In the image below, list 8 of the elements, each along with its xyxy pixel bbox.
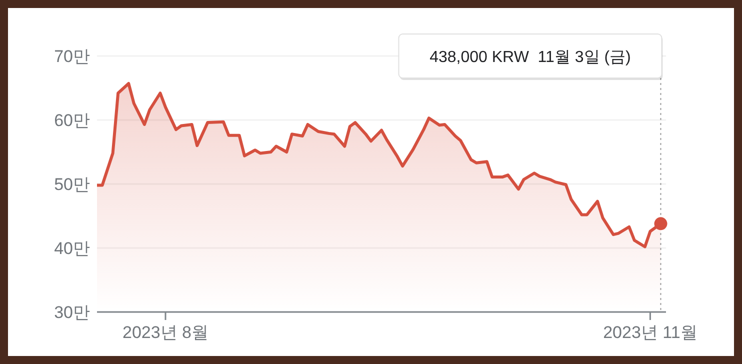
x-tick-label: 2023년 11월 bbox=[603, 323, 698, 342]
annotation: 438,000 KRW 11월 3일 (금) bbox=[430, 49, 631, 66]
y-tick-label: 60만 bbox=[54, 111, 90, 130]
y-tick-label: 30만 bbox=[54, 303, 90, 322]
y-tick-label: 50만 bbox=[54, 175, 90, 194]
y-tick-label: 70만 bbox=[54, 47, 90, 66]
x-tick-label: 2023년 8월 bbox=[122, 323, 208, 342]
y-tick-label: 40만 bbox=[54, 239, 90, 258]
